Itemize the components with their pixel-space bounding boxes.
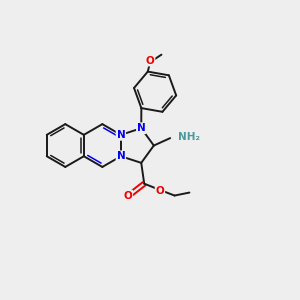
Text: O: O bbox=[124, 190, 132, 200]
Text: O: O bbox=[156, 186, 164, 196]
Text: N: N bbox=[116, 130, 125, 140]
Text: N: N bbox=[137, 123, 146, 133]
Text: NH₂: NH₂ bbox=[178, 132, 200, 142]
Text: O: O bbox=[146, 56, 154, 66]
Text: N: N bbox=[116, 151, 125, 161]
